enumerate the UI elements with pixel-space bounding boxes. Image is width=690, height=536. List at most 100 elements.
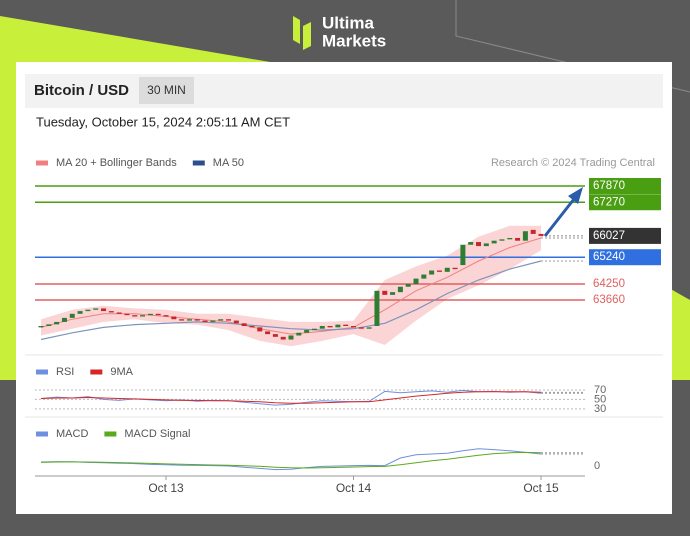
candle-body <box>54 321 60 325</box>
candle-body <box>46 324 52 327</box>
indicator-line <box>40 391 542 404</box>
candle-body <box>108 311 114 313</box>
legend-label: MA 50 <box>213 157 244 169</box>
candle-body <box>163 315 169 317</box>
candle-body <box>429 270 435 275</box>
candle-body <box>358 327 364 329</box>
candle-body <box>69 313 75 318</box>
candle-body <box>218 319 224 321</box>
candle-body <box>343 324 349 327</box>
candle-body <box>413 278 419 285</box>
candle-body <box>483 243 489 247</box>
candle-body <box>140 315 146 317</box>
level-label: 67270 <box>593 196 625 208</box>
candle-body <box>421 274 427 279</box>
card <box>16 62 672 514</box>
candle-body <box>327 326 333 328</box>
candle-body <box>390 292 396 295</box>
candle-body <box>233 320 239 324</box>
candle-body <box>226 319 232 321</box>
x-tick-label: Oct 15 <box>523 481 559 495</box>
brand-name: Ultima <box>322 13 375 32</box>
candle-body <box>507 237 513 240</box>
ma-line <box>40 260 542 341</box>
legend-swatch <box>36 369 48 375</box>
candle-body <box>202 320 208 322</box>
timestamp: Tuesday, October 15, 2024 2:05:11 AM CET <box>36 114 290 129</box>
indicator-line <box>40 451 542 469</box>
candle-body <box>132 315 138 317</box>
candle-body <box>311 328 317 331</box>
candle-body <box>38 326 44 328</box>
y-tick-label: 30 <box>594 403 606 415</box>
candle-body <box>210 320 216 322</box>
level-label: 63660 <box>593 294 625 306</box>
x-tick-label: Oct 13 <box>148 481 184 495</box>
candle-body <box>155 313 161 316</box>
candle-body <box>272 334 278 337</box>
legend-label: MA 20 + Bollinger Bands <box>56 157 177 169</box>
candle-body <box>397 286 403 293</box>
y-tick-label: 0 <box>594 460 600 472</box>
candle-body <box>530 229 536 234</box>
candle-body <box>116 312 122 314</box>
candle-body <box>77 311 83 314</box>
legend-label: 9MA <box>110 366 133 378</box>
candle-body <box>499 239 505 241</box>
candle-body <box>460 244 466 266</box>
candle-body <box>366 327 372 329</box>
brand-sub: Markets <box>322 31 386 50</box>
candle-body <box>93 308 99 310</box>
legend-swatch <box>192 160 205 166</box>
legend-label: MACD Signal <box>124 428 190 440</box>
level-tag <box>589 194 661 211</box>
level-tag <box>589 249 661 266</box>
legend-swatch <box>36 431 48 437</box>
legend-label: RSI <box>56 366 74 378</box>
candle-body <box>249 326 255 328</box>
interval: 30 MIN <box>147 83 186 97</box>
level-label: 66027 <box>593 230 625 242</box>
candle-body <box>265 331 271 335</box>
legend-label: MACD <box>56 428 88 440</box>
interval-badge <box>139 77 194 104</box>
candle-body <box>241 323 247 327</box>
candle-body <box>491 240 497 244</box>
candle-body <box>194 319 200 321</box>
candle-body <box>382 290 388 295</box>
y-tick-label: 50 <box>594 393 606 405</box>
legend-swatch <box>36 160 48 166</box>
indicator-line <box>40 389 542 406</box>
candle-body <box>147 313 153 316</box>
candle-body <box>335 324 341 328</box>
x-tick-label: Oct 14 <box>336 481 372 495</box>
candle-body <box>124 313 130 316</box>
candle-body <box>374 290 380 327</box>
candle-body <box>179 319 185 321</box>
candle-body <box>85 309 91 312</box>
trend-arrow <box>543 187 583 237</box>
candle-body <box>171 316 177 320</box>
candle-body <box>351 326 357 328</box>
candle-body <box>61 317 67 322</box>
candle-body <box>186 319 192 321</box>
symbol: Bitcoin / USD <box>34 82 129 99</box>
candle-body <box>296 332 302 336</box>
candle-body <box>405 284 411 287</box>
ma-line <box>40 237 542 335</box>
credit: Research © 2024 Trading Central <box>491 157 655 169</box>
candle-body <box>436 270 442 272</box>
candle-body <box>319 326 325 329</box>
level-tag <box>589 227 661 244</box>
candle-body <box>538 233 544 236</box>
candle-body <box>522 231 528 241</box>
candle-body <box>304 330 310 333</box>
level-label: 64250 <box>593 278 625 290</box>
logo-mark <box>293 16 300 44</box>
candle-body <box>515 237 521 241</box>
level-tag <box>589 177 661 194</box>
candle-body <box>468 242 474 245</box>
candle-body <box>452 267 458 270</box>
level-label: 67870 <box>593 180 625 192</box>
